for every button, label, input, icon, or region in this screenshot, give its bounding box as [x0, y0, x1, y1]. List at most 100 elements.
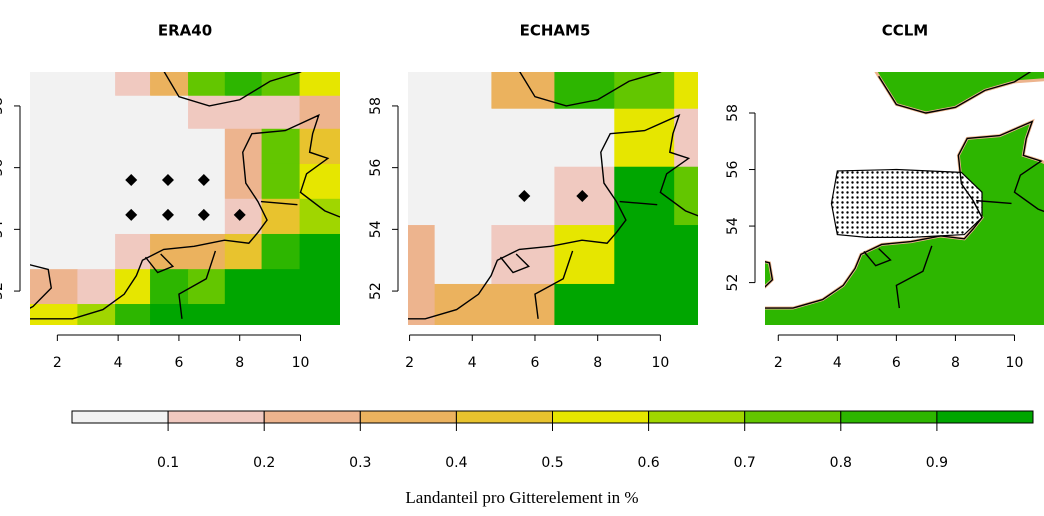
grid-cell	[554, 225, 615, 285]
grid-cell	[30, 304, 78, 325]
colorbar-tick-label: 0.3	[349, 455, 371, 471]
y-tick-label: 52	[0, 282, 6, 300]
grid-cell	[150, 304, 189, 325]
grid-cell	[554, 72, 615, 110]
colorbar-tick-label: 0.1	[157, 455, 179, 471]
grid-cell	[77, 128, 116, 165]
x-tick-label: 4	[114, 355, 123, 371]
grid-point	[161, 173, 174, 186]
colorbar-tick-label: 0.9	[926, 455, 948, 471]
coastline	[765, 261, 774, 288]
grid-cell	[150, 269, 189, 305]
colorbar-tick-label: 0.4	[445, 455, 467, 471]
x-tick-label: 10	[292, 355, 310, 371]
colorbar-bin	[263, 410, 361, 424]
colorbar-tick-label: 0.2	[253, 455, 275, 471]
grid-cell	[77, 304, 116, 325]
grid-cell	[299, 198, 340, 235]
coastline	[30, 264, 53, 309]
coastline	[499, 253, 530, 274]
grid-cell	[614, 283, 675, 325]
grid-cell	[150, 72, 189, 97]
y-tick-label: 54	[725, 217, 741, 235]
grid-cell	[408, 166, 436, 226]
y-tick-label: 58	[0, 97, 6, 115]
x-tick-label: 4	[833, 355, 842, 371]
grid-cell	[614, 225, 675, 285]
grid-cell	[614, 108, 675, 168]
grid-point	[576, 190, 589, 203]
y-tick-label: 54	[0, 220, 6, 238]
coastline	[163, 72, 302, 107]
grid-cell	[115, 128, 151, 165]
grid-cell	[261, 233, 301, 270]
y-tick-label: 56	[0, 159, 6, 177]
coastline	[895, 245, 933, 309]
grid-point	[125, 208, 138, 221]
x-tick-label: 10	[651, 355, 669, 371]
grid-cell	[299, 269, 340, 305]
grid-cell	[115, 95, 151, 130]
colorbar-tick-label: 0.8	[830, 455, 852, 471]
coastline	[408, 113, 698, 320]
grid-point	[197, 208, 210, 221]
grid-cell	[491, 225, 555, 285]
grid-cell	[30, 163, 78, 200]
grid-cell	[408, 108, 436, 168]
y-tick-label: 52	[368, 282, 384, 300]
coastline	[144, 253, 175, 274]
panel-title: ERA40	[158, 22, 212, 40]
grid-cell	[434, 225, 492, 285]
coastline	[534, 250, 574, 319]
coastline	[878, 72, 1032, 114]
grid-cell	[491, 108, 555, 168]
x-tick-label: 2	[53, 355, 62, 371]
grid-cell	[188, 72, 226, 97]
grid-cell	[30, 72, 78, 97]
map-panel	[765, 72, 1044, 325]
x-tick-label: 6	[174, 355, 183, 371]
colorbar-bin	[648, 410, 746, 424]
grid-cell	[188, 269, 226, 305]
coastline	[260, 200, 298, 206]
grid-cell	[674, 72, 698, 110]
panels: ERA40 2 4 6 8 10 52 54 56 58 ECHAM5 2 4 6 8 10 52 54 56 58 C…	[0, 22, 1044, 371]
grid-cell	[299, 128, 340, 165]
grid-cell	[261, 72, 301, 97]
colorbar-bin	[936, 410, 1034, 424]
grid-cell	[408, 72, 436, 110]
grid-point	[197, 173, 210, 186]
panel-title: CCLM	[882, 22, 929, 40]
grid-cell	[434, 166, 492, 226]
x-tick-label: 6	[892, 355, 901, 371]
grid-point	[518, 190, 531, 203]
grid-cell	[150, 95, 189, 130]
coastline	[976, 199, 1012, 205]
grid-cell	[224, 269, 263, 305]
colorbar-bin	[167, 410, 265, 424]
colorbar-label: Landanteil pro Gitterelement in %	[405, 488, 638, 507]
grid-cell	[261, 304, 301, 325]
grid-cell	[30, 128, 78, 165]
grid-cell	[150, 128, 189, 165]
grid-cell	[115, 233, 151, 270]
grid-cell	[491, 283, 555, 325]
grid-cell	[261, 95, 301, 130]
x-tick-label: 4	[468, 355, 477, 371]
coastline	[178, 250, 217, 319]
coastline	[701, 69, 717, 100]
map-panel	[30, 72, 340, 325]
grid-cell	[224, 233, 263, 270]
y-tick-label: 56	[368, 159, 384, 177]
colorbar-bin	[840, 410, 938, 424]
grid-cell	[261, 128, 301, 165]
grid-cell	[224, 95, 263, 130]
colorbar-bin	[359, 410, 457, 424]
colorbar-tick-label: 0.7	[734, 455, 756, 471]
grid-cell	[614, 72, 675, 110]
coastline	[519, 72, 662, 107]
grid-cell	[224, 72, 263, 97]
grid-cell	[554, 108, 615, 168]
grid-cell	[299, 304, 340, 325]
